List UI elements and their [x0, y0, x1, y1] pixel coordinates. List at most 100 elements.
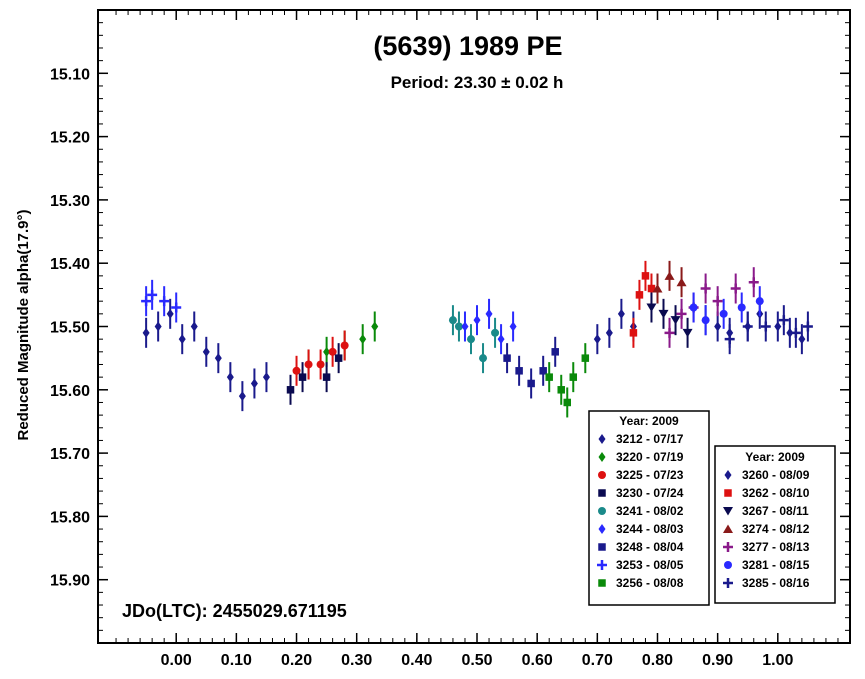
legend-entry: 3230 - 07/24	[616, 486, 684, 500]
x-tick-label: 1.00	[762, 652, 793, 669]
data-point	[226, 372, 234, 383]
data-point	[646, 303, 657, 313]
data-point	[515, 367, 523, 375]
data-point	[748, 277, 759, 288]
x-tick-label: 0.90	[702, 652, 733, 669]
data-point	[250, 378, 258, 389]
data-point	[629, 329, 638, 337]
data-point	[682, 328, 693, 338]
data-point	[714, 321, 722, 332]
legend-marker	[723, 524, 733, 533]
data-point	[689, 303, 698, 312]
legend-marker	[598, 452, 606, 462]
data-point	[448, 316, 457, 325]
data-point	[701, 316, 710, 325]
legend-marker	[597, 560, 607, 570]
legend-entry: 3277 - 08/13	[742, 540, 810, 554]
data-point	[214, 353, 222, 364]
legend-right: Year: 2009 3260 - 08/09 3262 - 08/10 3267 …	[714, 445, 836, 604]
legend-marker	[723, 507, 733, 516]
data-point	[316, 360, 325, 369]
series-3212	[142, 298, 270, 412]
data-point	[605, 327, 613, 338]
x-tick-label: 0.50	[461, 652, 492, 669]
data-point	[676, 277, 687, 287]
y-tick-label: 15.90	[50, 573, 90, 590]
x-tick-label: 0.70	[582, 652, 613, 669]
data-point	[647, 284, 656, 293]
data-point	[652, 284, 663, 293]
data-point	[159, 296, 170, 307]
data-point	[190, 321, 198, 332]
legend-marker	[723, 578, 733, 588]
y-tick-label: 15.30	[50, 193, 90, 210]
legend-entry: 3244 - 08/03	[616, 522, 684, 536]
epoch-annotation: JDo(LTC): 2455029.671195	[122, 601, 347, 621]
data-point	[322, 373, 331, 381]
data-point	[485, 308, 493, 319]
data-point	[742, 321, 753, 332]
data-marks	[141, 260, 813, 418]
legend-marker	[598, 543, 606, 551]
series-3225	[292, 330, 349, 386]
x-tick-label: 0.30	[341, 652, 372, 669]
legend-marker	[723, 542, 733, 552]
legend-entry: 3220 - 07/19	[616, 450, 684, 464]
data-point	[262, 372, 270, 383]
data-point	[328, 347, 337, 356]
legend-marker	[724, 561, 732, 569]
data-point	[737, 303, 746, 312]
data-point	[778, 315, 789, 326]
x-tick-label: 0.20	[281, 652, 312, 669]
y-tick-label: 15.70	[50, 446, 90, 463]
data-point	[581, 354, 590, 362]
legend-marker	[598, 524, 606, 534]
data-point	[473, 315, 481, 326]
y-tick-label: 15.10	[50, 66, 90, 83]
data-point	[557, 386, 565, 394]
legend-entry: 3267 - 08/11	[742, 504, 809, 518]
data-point	[798, 334, 806, 345]
data-point	[724, 334, 735, 345]
legend-marker	[598, 579, 606, 587]
data-point	[371, 321, 379, 332]
legend-entry: 3256 - 08/08	[616, 576, 684, 590]
x-tick-label: 0.80	[642, 652, 673, 669]
x-tick-label: 0.40	[401, 652, 432, 669]
data-point	[286, 386, 295, 394]
legend-entry: 3274 - 08/12	[742, 522, 810, 536]
x-tick-label: 0.60	[522, 652, 553, 669]
legend-marker	[598, 434, 606, 444]
data-point	[154, 321, 162, 332]
legend-marker	[598, 489, 606, 497]
data-point	[617, 308, 625, 319]
series-3274	[652, 260, 687, 304]
chart-title: (5639) 1989 PE	[373, 31, 562, 61]
data-point	[786, 327, 794, 338]
series-3253	[141, 279, 182, 323]
data-point	[479, 354, 488, 363]
axis-ticks: 0.00 0.10 0.20 0.30 0.40 0.50 0.60 0.70 0.80 0.90…	[50, 10, 850, 669]
data-point	[466, 335, 475, 344]
legend-right-title: Year: 2009	[745, 450, 805, 464]
data-point	[635, 291, 644, 299]
data-point	[569, 373, 578, 381]
data-point	[503, 354, 511, 362]
legend-entry: 3225 - 07/23	[616, 468, 684, 482]
data-point	[670, 316, 681, 325]
legend-entry: 3241 - 08/02	[616, 504, 684, 518]
legend-right-box	[714, 445, 836, 604]
data-point	[664, 327, 675, 338]
series-3244	[461, 298, 517, 355]
y-tick-label: 15.50	[50, 320, 90, 337]
legend-left-box	[588, 410, 710, 606]
data-point	[730, 283, 741, 294]
legend-left-title: Year: 2009	[619, 414, 679, 428]
data-point	[171, 302, 182, 313]
legend-entry: 3281 - 08/15	[742, 558, 810, 572]
series-3256	[545, 343, 590, 418]
data-point	[334, 354, 343, 362]
y-tick-label: 15.40	[50, 256, 90, 273]
y-tick-label: 15.20	[50, 130, 90, 147]
legend-marker	[724, 489, 732, 497]
